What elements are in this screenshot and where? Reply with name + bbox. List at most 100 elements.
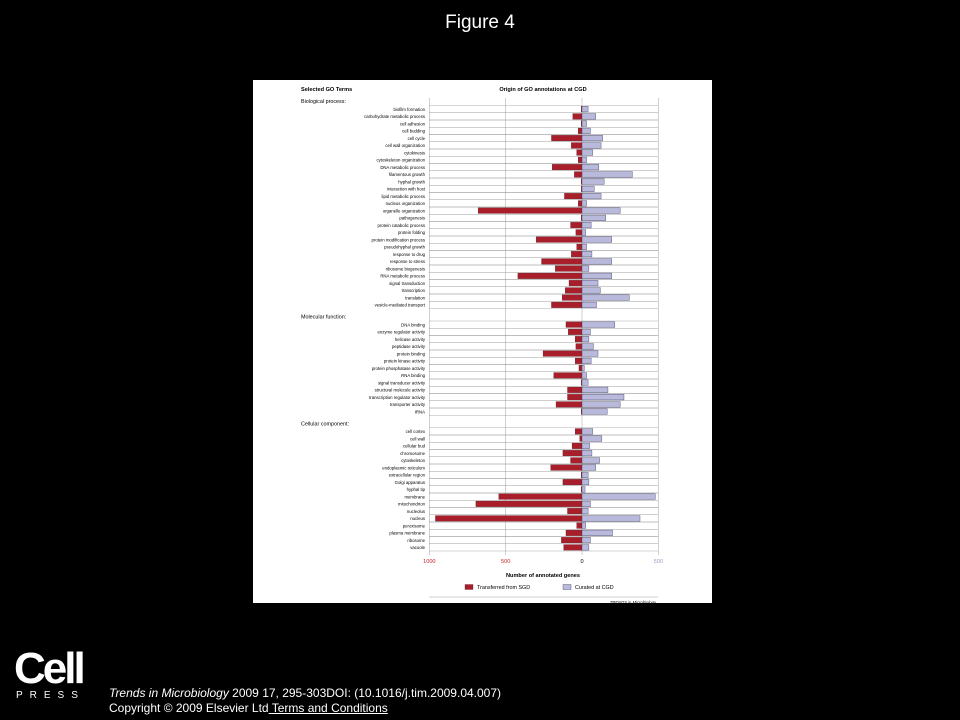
cgd-bar <box>581 301 597 308</box>
logo-press-text: PRESS <box>16 690 85 701</box>
cgd-bar <box>581 287 601 294</box>
sgd-bar <box>578 156 583 163</box>
go-term-label: ribosome biogenesis <box>386 266 425 271</box>
sgd-bar <box>562 450 583 457</box>
sgd-bar <box>567 394 583 401</box>
cgd-bar <box>581 428 593 435</box>
go-term-label: plasma membrane <box>389 531 425 536</box>
go-term-label: signal transducer activity <box>378 380 426 385</box>
sgd-bar <box>574 357 583 364</box>
cgd-bar <box>581 135 603 142</box>
cgd-bar <box>581 386 609 393</box>
cgd-bar <box>581 294 630 301</box>
legend-label-cgd: Curated at CGD <box>575 585 614 591</box>
sgd-bar <box>555 401 583 408</box>
sgd-bar <box>576 243 583 250</box>
copyright-line: Copyright © 2009 Elsevier Ltd Terms and … <box>109 701 501 716</box>
cgd-bar <box>581 214 606 221</box>
sgd-bar <box>567 508 583 515</box>
go-term-label: pseudohyphal growth <box>384 245 425 250</box>
go-term-label: lipid metabolic process <box>382 194 425 199</box>
go-term-label: nucleus organization <box>386 201 426 206</box>
sgd-bar <box>553 372 583 379</box>
go-term-label: vacuole <box>410 545 425 550</box>
go-term-label: protein folding <box>398 230 426 235</box>
sgd-bar <box>570 457 583 464</box>
cgd-bar <box>581 142 602 149</box>
cgd-bar <box>581 149 593 156</box>
sgd-bar <box>435 515 583 522</box>
cgd-bar <box>581 408 608 415</box>
go-term-label: membrane <box>404 494 425 499</box>
cgd-bar <box>581 515 641 522</box>
cgd-bar <box>581 113 596 120</box>
go-term-label: RNA binding <box>401 373 425 378</box>
cgd-bar <box>581 522 587 529</box>
sgd-bar <box>562 479 583 486</box>
cgd-bar <box>581 457 600 464</box>
sgd-bar <box>572 113 583 120</box>
group-label: Cellular component: <box>301 421 349 427</box>
go-term-label: transcription regulator activity <box>369 395 426 400</box>
cgd-bar <box>581 357 592 364</box>
go-term-label: cellular bud <box>403 444 426 449</box>
go-term-label: protein catabolic process <box>377 223 425 228</box>
cgd-bar <box>581 464 596 471</box>
sgd-bar <box>578 127 583 134</box>
go-term-label: cell wall organization <box>385 143 425 148</box>
logo-wordmark: Cell <box>14 644 86 693</box>
sgd-bar <box>562 294 583 301</box>
go-term-label: signal transduction <box>389 281 425 286</box>
sgd-bar <box>517 272 583 279</box>
cgd-bar <box>581 251 593 258</box>
group-label: Biological process: <box>301 99 346 105</box>
go-term-label: cytokinesis <box>404 150 425 155</box>
sgd-bar <box>574 171 583 178</box>
go-term-label: protein kinase activity <box>384 359 426 364</box>
go-term-label: cell cycle <box>408 136 426 141</box>
go-term-label: chromosome <box>400 451 425 456</box>
go-term-label: nucleolus <box>407 509 425 514</box>
sgd-bar <box>551 301 583 308</box>
cgd-bar <box>581 350 599 357</box>
cgd-bar <box>581 120 587 127</box>
go-term-label: Golgi apparatus <box>395 480 425 485</box>
cgd-bar <box>581 164 599 171</box>
go-term-label: peroxisome <box>403 523 426 528</box>
legend-swatch-cgd <box>562 584 572 590</box>
sgd-bar <box>563 544 583 551</box>
go-term-label: enzyme regulator activity <box>377 330 425 335</box>
go-term-label: transcription <box>402 288 426 293</box>
go-term-label: cell adhesion <box>400 121 426 126</box>
cgd-bar <box>581 200 587 207</box>
cgd-bar <box>581 529 613 536</box>
go-term-label: hyphal growth <box>398 179 425 184</box>
sgd-bar <box>570 222 583 229</box>
sgd-bar <box>571 442 583 449</box>
go-term-label: peptidase activity <box>392 344 426 349</box>
go-term-label: endoplasmic reticulum <box>382 465 425 470</box>
sgd-bar <box>478 207 583 214</box>
sgd-bar <box>574 428 583 435</box>
journal-name: Trends in Microbiology <box>109 686 229 700</box>
x-tick-label: 500 <box>501 559 510 565</box>
sgd-bar <box>564 193 583 200</box>
sgd-bar <box>576 522 583 529</box>
group-label: Molecular function: <box>301 315 346 321</box>
go-term-label: filamentous growth <box>389 172 426 177</box>
sgd-bar <box>576 149 583 156</box>
sgd-bar <box>568 280 583 287</box>
go-term-label: structural molecule activity <box>375 388 426 393</box>
sgd-bar <box>551 135 583 142</box>
sgd-bar <box>498 493 583 500</box>
citation: Trends in Microbiology 2009 17, 295-303D… <box>109 686 501 716</box>
cgd-bar <box>581 479 590 486</box>
terms-link[interactable]: Terms and Conditions <box>268 701 388 715</box>
x-tick-label: 1000 <box>423 559 435 565</box>
cgd-bar <box>581 537 591 544</box>
cgd-bar <box>581 272 612 279</box>
sgd-bar <box>552 164 583 171</box>
sgd-bar <box>578 200 583 207</box>
cgd-bar <box>581 328 591 335</box>
figure-panel: Selected GO Terms Origin of GO annotation… <box>253 80 712 603</box>
